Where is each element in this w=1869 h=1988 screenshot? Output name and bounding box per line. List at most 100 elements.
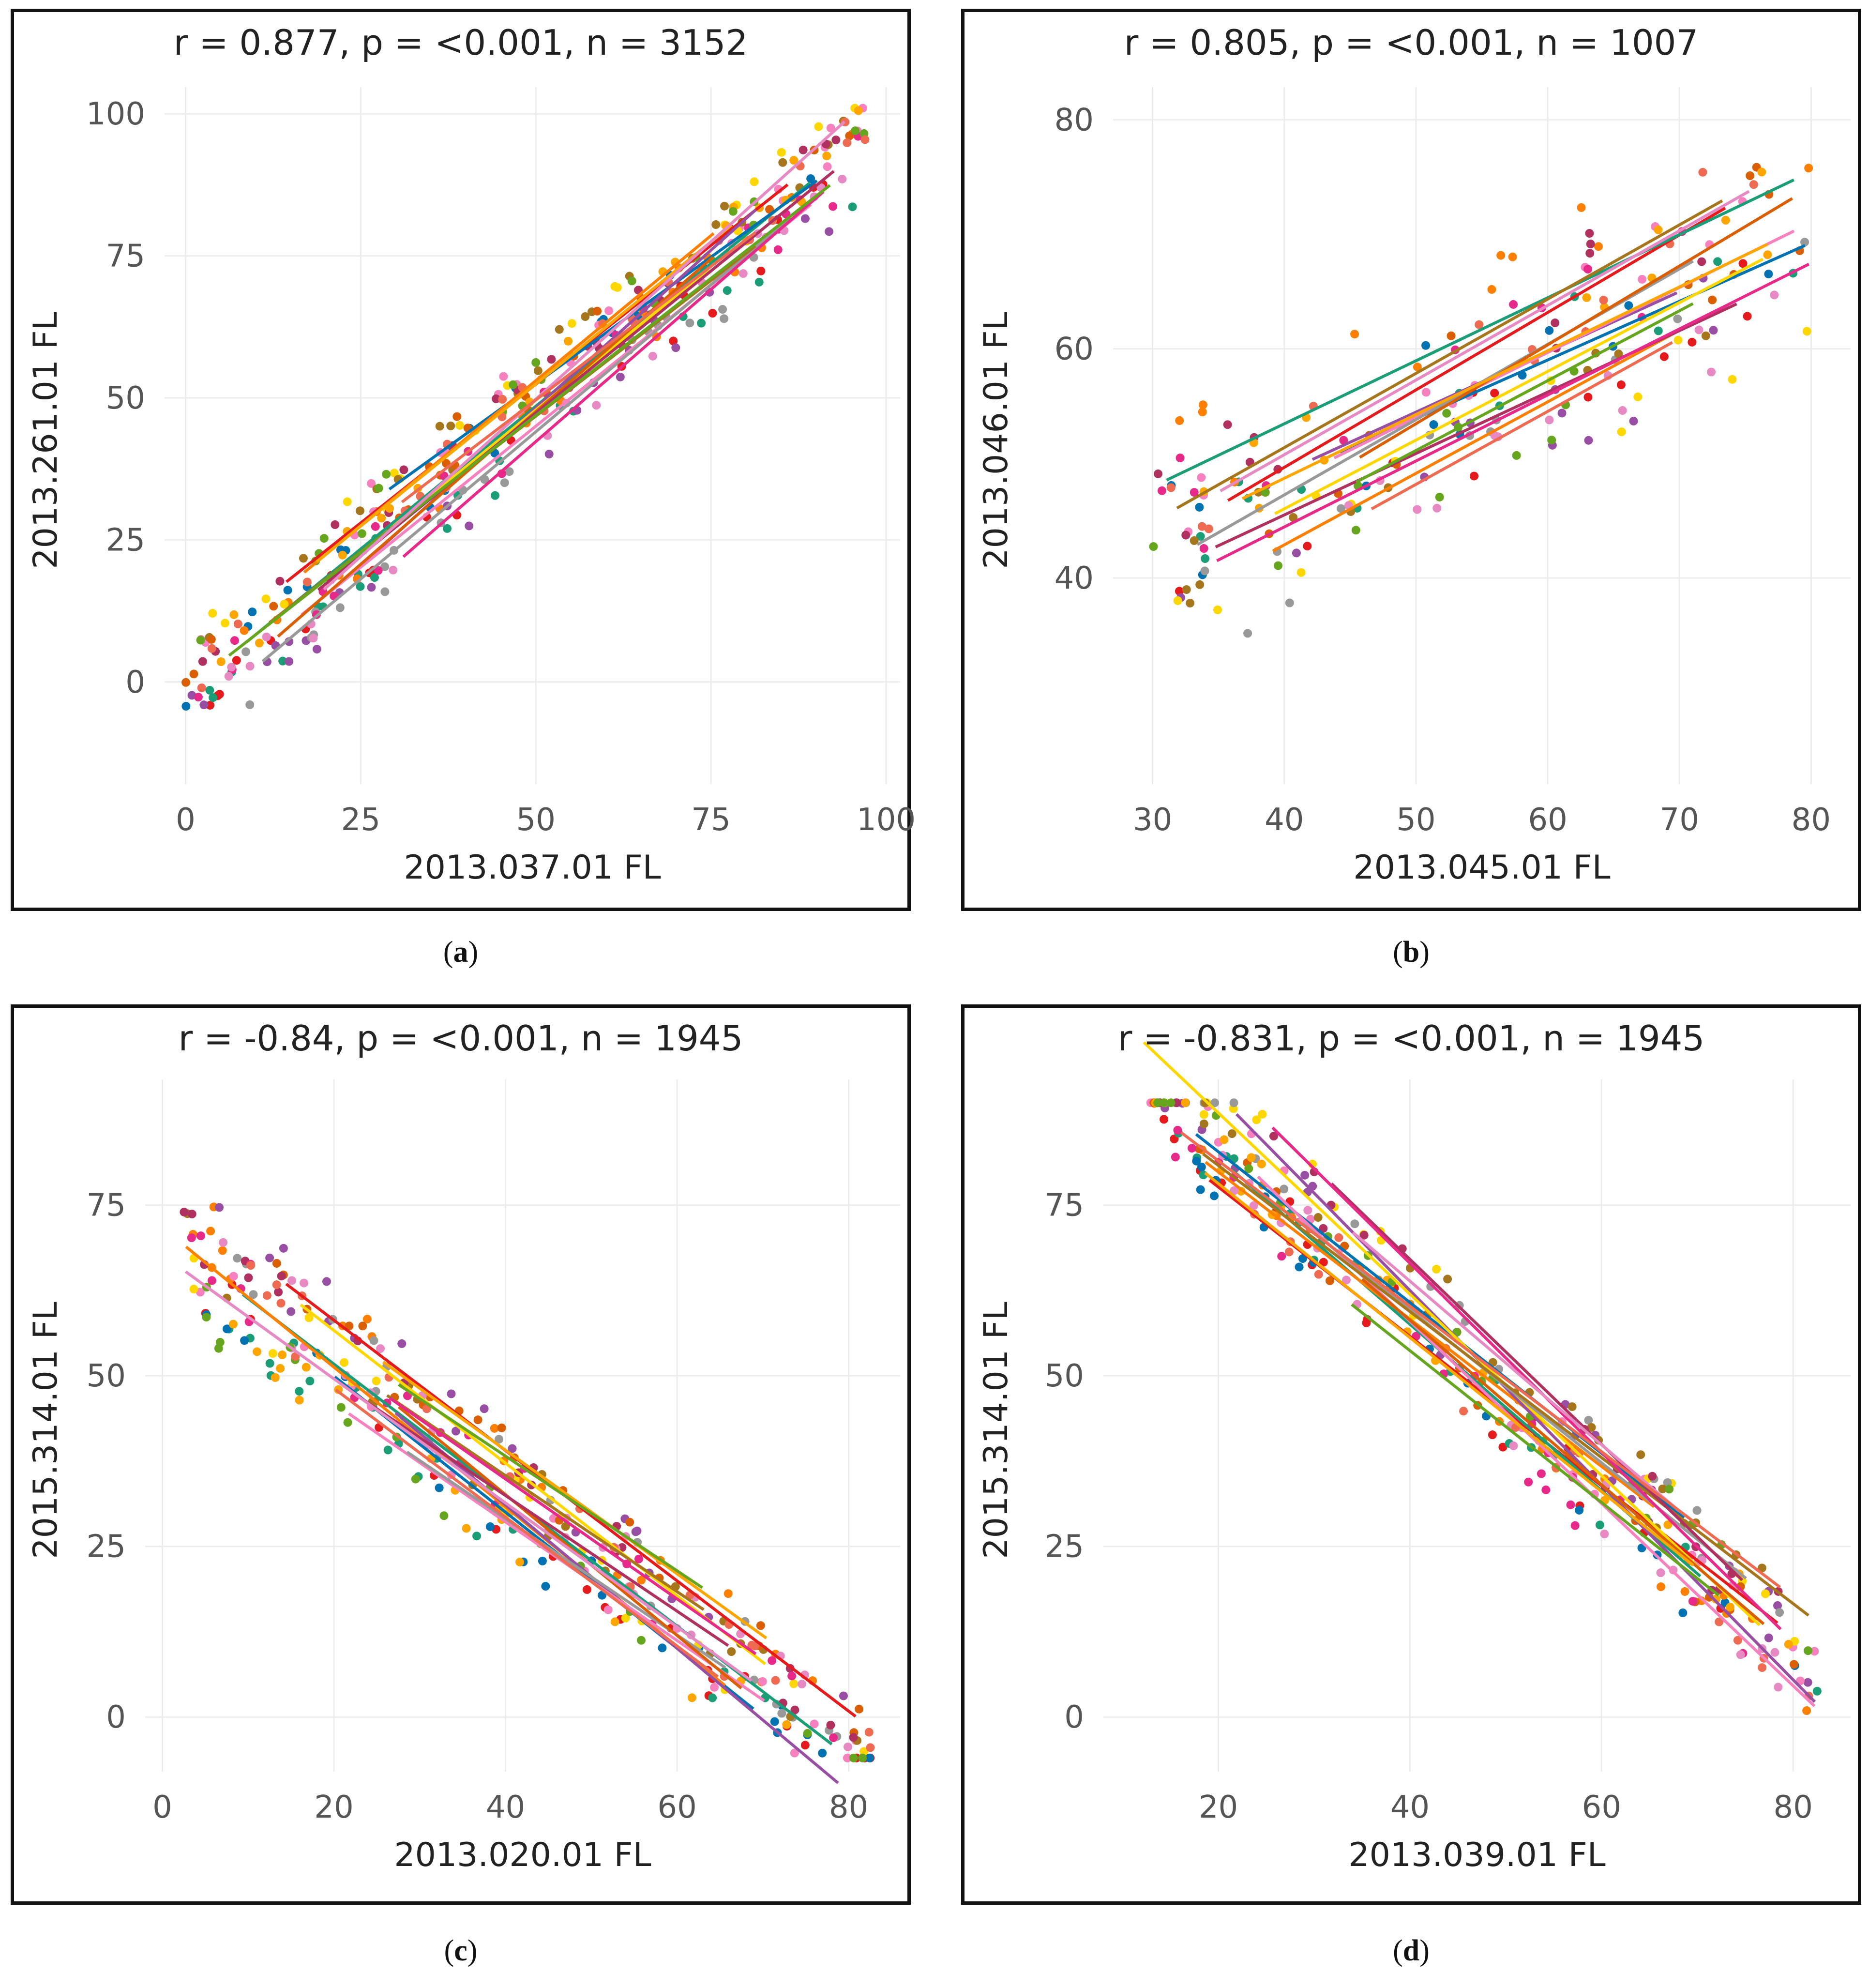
x-axis-label-c: 2013.020.01 FL — [394, 1836, 651, 1874]
point-a-15-10 — [860, 135, 870, 144]
point-d-12-6 — [1725, 1603, 1734, 1612]
point-a-15-3 — [302, 577, 312, 587]
point-d-12-19 — [1663, 1520, 1673, 1529]
point-c-7-3 — [777, 1709, 786, 1718]
point-a-0-1 — [232, 656, 241, 665]
panel-b-frame — [961, 9, 1861, 911]
point-d-10-0 — [1269, 1132, 1278, 1141]
point-a-14-17 — [389, 565, 398, 575]
point-c-12-9 — [295, 1396, 304, 1405]
point-a-14-2 — [838, 174, 847, 183]
point-b-12-6 — [1654, 225, 1663, 234]
point-a-4-2 — [465, 521, 474, 531]
panel-a: 0 25 50 75 100 0 25 50 75 100 r = 0.877, p = <0.00… — [27, 22, 916, 887]
point-d-8-18 — [1568, 1402, 1577, 1411]
x-tick-label-a-1: 25 — [341, 802, 380, 838]
point-b-11-3 — [1583, 265, 1593, 274]
point-b-9-9 — [1746, 171, 1755, 181]
point-c-1-18 — [305, 1377, 315, 1386]
point-c-11-4 — [187, 1233, 196, 1243]
point-c-12-19 — [610, 1617, 619, 1626]
fit-line-d-11 — [1271, 1126, 1782, 1630]
point-c-9-5 — [272, 1259, 281, 1268]
point-a-1-21 — [754, 277, 764, 287]
point-c-4-17 — [631, 1527, 640, 1536]
point-d-8-0 — [1443, 1275, 1452, 1284]
point-a-13-1 — [531, 358, 541, 367]
x-tick-label-b-5: 80 — [1792, 802, 1831, 838]
point-b-4-9 — [1709, 326, 1718, 335]
point-b-12-10 — [1757, 167, 1766, 177]
point-a-0-2 — [756, 266, 766, 275]
point-c-2-8 — [538, 1556, 547, 1565]
point-a-4-7 — [616, 372, 625, 381]
point-b-7-4 — [1800, 238, 1809, 247]
point-b-10-4 — [1585, 249, 1595, 258]
point-b-0-11 — [1738, 259, 1748, 268]
point-c-11-15 — [787, 1671, 797, 1681]
point-a-6-5 — [750, 177, 759, 186]
x-tick-label-a-3: 75 — [691, 802, 730, 838]
point-a-11-20 — [194, 693, 203, 702]
point-c-12-6 — [515, 1558, 525, 1567]
point-a-6-15 — [280, 600, 289, 609]
point-d-0-16 — [1488, 1430, 1497, 1440]
point-d-7-18 — [1584, 1416, 1593, 1425]
point-b-0-4 — [1743, 312, 1752, 321]
point-b-3-10 — [1487, 285, 1496, 294]
point-a-13-13 — [728, 207, 738, 216]
fit-line-d-8 — [1202, 1153, 1809, 1617]
fit-line-a-7 — [261, 216, 792, 663]
point-c-4-5 — [480, 1404, 489, 1413]
point-b-9-5 — [1447, 331, 1456, 340]
point-c-15-11 — [291, 1352, 300, 1361]
point-c-15-8 — [262, 1291, 271, 1300]
point-d-15-19 — [1334, 1233, 1343, 1242]
point-a-12-6 — [822, 152, 831, 161]
point-d-11-18 — [1537, 1469, 1546, 1478]
point-d-2-6 — [1298, 1254, 1307, 1263]
point-c-13-4 — [858, 1753, 867, 1762]
point-b-7-9 — [1337, 504, 1346, 513]
x-tick-label-d-2: 60 — [1582, 1790, 1621, 1825]
point-a-1-16 — [848, 202, 857, 212]
fit-line-b-12 — [1241, 243, 1768, 500]
point-b-1-0 — [1654, 326, 1663, 335]
point-a-14-8 — [739, 269, 748, 278]
point-a-1-17 — [356, 582, 365, 591]
point-c-9-3 — [855, 1704, 864, 1714]
point-a-11-11 — [829, 202, 838, 211]
point-b-13-2 — [1435, 492, 1444, 501]
point-a-10-1 — [331, 520, 340, 529]
x-tick-label-a-0: 0 — [176, 802, 196, 838]
point-c-9-18 — [625, 1518, 634, 1527]
point-c-13-13 — [411, 1474, 420, 1484]
point-c-10-10 — [180, 1207, 189, 1216]
point-d-13-0 — [1166, 1098, 1176, 1108]
point-a-4-1 — [544, 450, 554, 459]
point-d-8-4 — [1313, 1213, 1323, 1222]
point-b-2-2 — [1195, 502, 1204, 512]
point-d-13-2 — [1160, 1098, 1169, 1108]
point-c-4-9 — [265, 1253, 274, 1262]
point-b-0-5 — [1470, 471, 1479, 481]
fit-line-b-15 — [1371, 341, 1673, 511]
point-c-13-12 — [636, 1636, 646, 1645]
point-b-14-0 — [1707, 367, 1716, 377]
point-d-12-7 — [1784, 1639, 1793, 1649]
point-c-14-3 — [299, 1278, 308, 1288]
point-b-1-1 — [1201, 554, 1210, 563]
point-c-14-10 — [219, 1238, 228, 1247]
point-a-7-6 — [245, 700, 255, 709]
y-axis-label-a: 2013.261.01 FL — [27, 312, 65, 569]
point-d-12-5 — [1220, 1135, 1229, 1144]
fit-line-d-6 — [1143, 1041, 1761, 1626]
point-c-14-9 — [843, 1742, 852, 1751]
point-b-4-2 — [1557, 409, 1567, 418]
point-c-13-8 — [803, 1729, 812, 1738]
point-c-5-10 — [229, 1272, 238, 1281]
point-a-1-10 — [370, 573, 379, 582]
x-axis-label-a: 2013.037.01 FL — [404, 849, 661, 887]
point-a-4-13 — [199, 700, 209, 710]
